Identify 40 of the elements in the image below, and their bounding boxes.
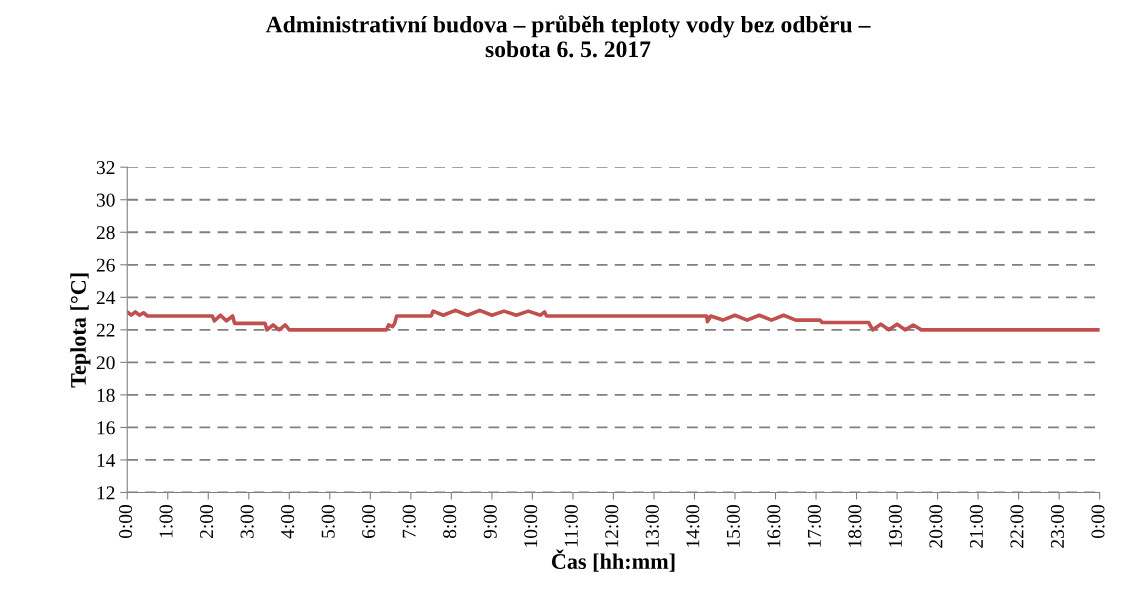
x-tick-label: 0:00 [118, 505, 133, 539]
chart-title: Administrativní budova – průběh teploty vody bez odběru – sobota 6. 5. 2017 [265, 15, 871, 58]
x-tick-label: 11:00 [564, 505, 578, 547]
y-tick-label: 32 [96, 161, 115, 175]
x-tick-label: 0:00 [1091, 505, 1105, 539]
x-tick-label: 21:00 [969, 505, 984, 548]
y-tick-label: 30 [96, 193, 115, 207]
x-tick-label: 19:00 [888, 505, 903, 547]
x-tick-label: 10:00 [524, 505, 538, 547]
y-axis-title: Teplota [°C] [70, 273, 91, 388]
x-tick-label: 23:00 [1050, 505, 1065, 548]
x-tick-label: 9:00 [483, 505, 497, 539]
x-tick-label: 16:00 [767, 505, 781, 547]
x-tick-label: 2:00 [200, 505, 214, 538]
y-tick-label: 14 [97, 453, 116, 467]
y-tick-label: 16 [97, 421, 115, 435]
x-tick-label: 5:00 [321, 505, 335, 538]
y-tick-label: 20 [96, 356, 115, 370]
line-series [127, 308, 1100, 332]
y-tick-label: 12 [97, 486, 115, 500]
y-tick-label: 28 [96, 226, 115, 240]
y-tick-label: 26 [96, 258, 115, 272]
x-tick-label: 7:00 [402, 505, 416, 538]
x-tick-label: 12:00 [605, 505, 619, 547]
x-tick-label: 13:00 [645, 505, 659, 547]
x-tick-label: 15:00 [726, 505, 740, 547]
y-tick-label: 18 [97, 388, 115, 402]
x-axis-title: Čas [hh:mm] [551, 549, 675, 572]
x-tick-label: 4:00 [281, 505, 295, 539]
x-tick-label: 22:00 [1010, 505, 1024, 548]
x-tick-label: 3:00 [240, 505, 254, 538]
x-tick-label: 20:00 [929, 505, 943, 548]
x-tick-label: 6:00 [362, 505, 376, 539]
x-tick-label: 17:00 [807, 505, 821, 547]
x-tick-label: 18:00 [848, 505, 862, 547]
y-tick-label: 24 [96, 291, 116, 305]
x-tick-label: 14:00 [686, 505, 700, 547]
x-tick-label: 1:00 [159, 505, 173, 538]
y-tick-label: 22 [96, 323, 115, 337]
x-tick-label: 8:00 [443, 505, 457, 539]
